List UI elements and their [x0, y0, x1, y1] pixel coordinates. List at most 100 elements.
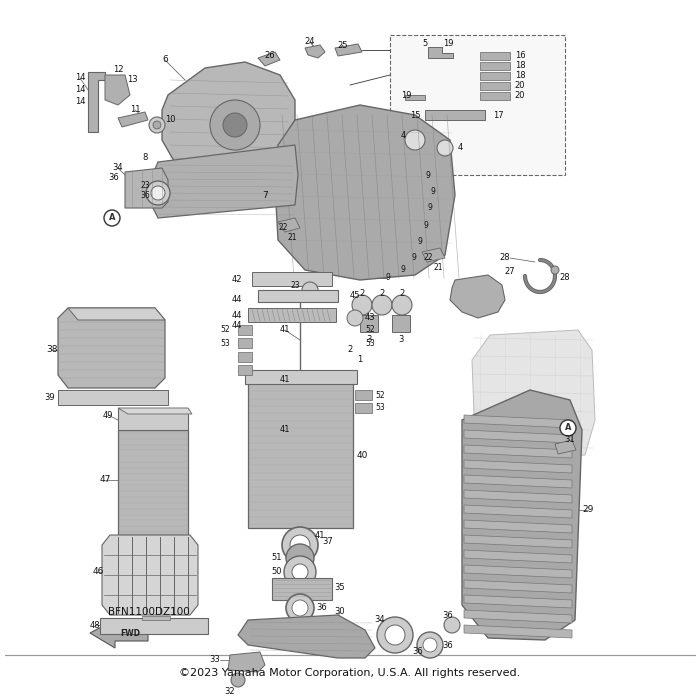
Polygon shape — [238, 352, 252, 362]
Bar — [248, 380, 353, 528]
Polygon shape — [472, 330, 595, 460]
Circle shape — [437, 140, 453, 156]
Text: 33: 33 — [209, 655, 220, 664]
Text: 27: 27 — [505, 267, 515, 276]
Polygon shape — [145, 145, 298, 218]
Text: 32: 32 — [225, 687, 235, 696]
Text: 36: 36 — [442, 640, 454, 650]
Circle shape — [284, 556, 316, 588]
Polygon shape — [428, 47, 453, 58]
Polygon shape — [88, 72, 105, 132]
Text: 9: 9 — [412, 253, 416, 262]
Text: 3: 3 — [398, 335, 404, 344]
Circle shape — [282, 527, 318, 563]
Text: 35: 35 — [335, 584, 345, 592]
Bar — [480, 62, 510, 70]
Bar — [248, 308, 336, 322]
Bar — [245, 370, 357, 384]
Bar — [258, 290, 338, 302]
Polygon shape — [464, 445, 572, 458]
Text: 18: 18 — [514, 62, 525, 71]
Text: 25: 25 — [337, 41, 349, 50]
Text: 1: 1 — [358, 356, 363, 365]
Polygon shape — [102, 535, 198, 615]
Polygon shape — [464, 475, 572, 488]
Bar — [142, 616, 170, 620]
Text: 38: 38 — [46, 346, 57, 354]
Text: 19: 19 — [400, 90, 412, 99]
Polygon shape — [464, 595, 572, 608]
Text: 26: 26 — [265, 50, 275, 60]
Polygon shape — [335, 44, 362, 56]
Text: 50: 50 — [272, 568, 282, 577]
Text: BFN1100DZ100: BFN1100DZ100 — [108, 607, 190, 617]
Text: 36: 36 — [316, 603, 328, 612]
Text: 19: 19 — [442, 38, 454, 48]
Polygon shape — [68, 308, 165, 320]
Polygon shape — [228, 652, 265, 672]
Polygon shape — [118, 408, 192, 414]
Polygon shape — [464, 580, 572, 593]
Circle shape — [292, 600, 308, 616]
Text: 18: 18 — [514, 71, 525, 80]
Text: 2: 2 — [379, 288, 384, 298]
Polygon shape — [162, 62, 295, 185]
Circle shape — [151, 186, 165, 200]
Text: 44: 44 — [232, 311, 242, 319]
Text: 34: 34 — [113, 164, 123, 172]
Polygon shape — [462, 390, 582, 640]
Polygon shape — [272, 578, 332, 600]
Text: 44: 44 — [232, 295, 242, 304]
Text: 20: 20 — [514, 81, 525, 90]
Polygon shape — [90, 620, 148, 648]
Circle shape — [347, 310, 363, 326]
Text: 24: 24 — [304, 38, 315, 46]
Text: 9: 9 — [428, 204, 433, 213]
Text: 11: 11 — [130, 106, 140, 115]
Text: 8: 8 — [142, 153, 148, 162]
Polygon shape — [238, 615, 375, 658]
Polygon shape — [355, 390, 372, 400]
Text: 9: 9 — [386, 274, 391, 283]
Polygon shape — [464, 415, 572, 428]
Text: 47: 47 — [99, 475, 111, 484]
Text: 2: 2 — [400, 288, 405, 298]
Text: 41: 41 — [315, 531, 326, 540]
Text: 12: 12 — [113, 66, 123, 74]
Text: 53: 53 — [220, 339, 230, 347]
Polygon shape — [238, 365, 252, 375]
Text: 3: 3 — [366, 335, 372, 344]
Polygon shape — [360, 315, 378, 332]
Text: 41: 41 — [280, 375, 290, 384]
Circle shape — [286, 594, 314, 622]
Text: 14: 14 — [75, 97, 85, 106]
Text: 52: 52 — [375, 391, 385, 400]
Circle shape — [146, 181, 170, 205]
Polygon shape — [555, 440, 576, 454]
Text: 52: 52 — [365, 326, 375, 335]
Circle shape — [444, 617, 460, 633]
Text: 9: 9 — [400, 265, 405, 274]
Text: 42: 42 — [232, 274, 242, 284]
Text: 28: 28 — [499, 253, 510, 262]
Circle shape — [385, 625, 405, 645]
Text: 43: 43 — [365, 314, 375, 323]
Circle shape — [153, 121, 161, 129]
Text: 22: 22 — [279, 223, 288, 232]
Text: 23: 23 — [140, 181, 150, 190]
Polygon shape — [464, 550, 572, 563]
Text: 13: 13 — [127, 76, 137, 85]
Text: 20: 20 — [514, 92, 525, 101]
Text: 2: 2 — [359, 288, 365, 298]
Polygon shape — [464, 430, 572, 443]
Text: 31: 31 — [565, 435, 575, 444]
Text: 36: 36 — [442, 610, 454, 620]
Text: 21: 21 — [433, 263, 442, 272]
Polygon shape — [275, 105, 455, 280]
Bar — [425, 110, 485, 120]
Bar — [480, 52, 510, 60]
Text: 48: 48 — [90, 620, 100, 629]
Circle shape — [286, 544, 314, 572]
Text: 9: 9 — [418, 237, 422, 246]
Text: 46: 46 — [92, 568, 104, 577]
